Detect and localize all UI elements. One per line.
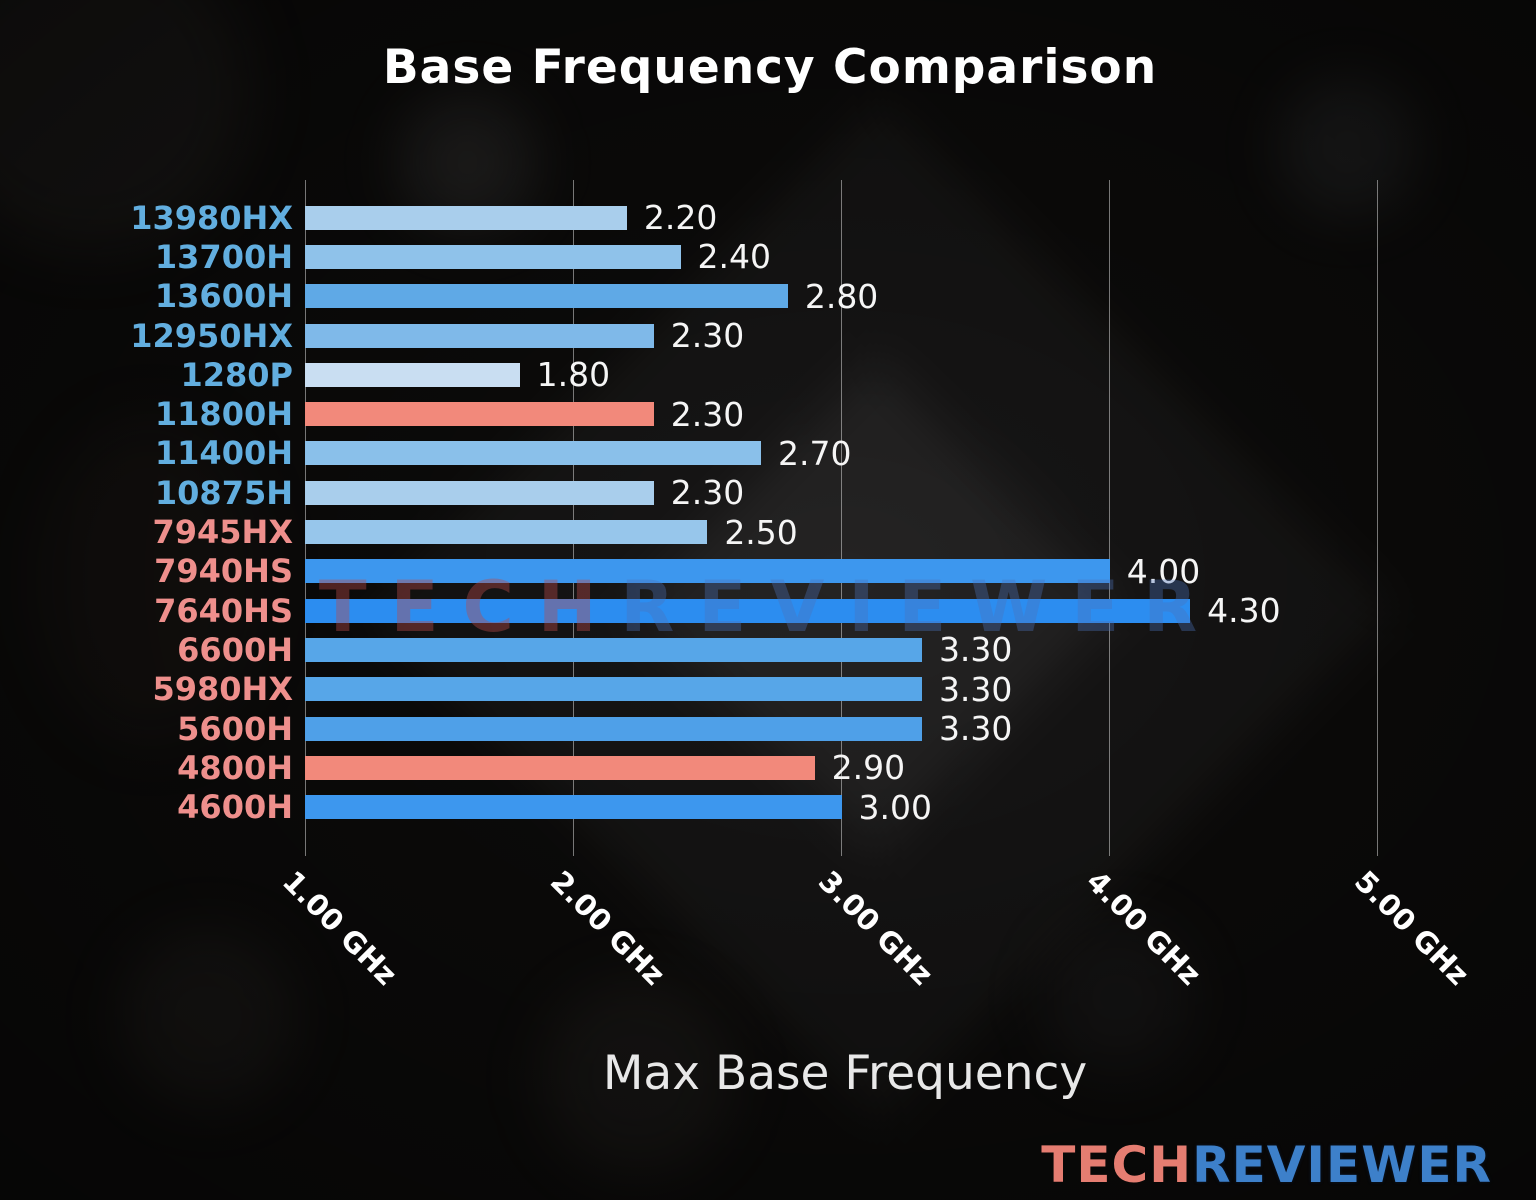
bar (305, 244, 681, 269)
value-label: 2.30 (670, 394, 745, 434)
category-label: 4600H (177, 788, 293, 827)
category-label: 10875H (154, 473, 293, 512)
value-label: 2.30 (670, 316, 745, 356)
gridline (305, 180, 306, 856)
bar-track: 2.70 (305, 434, 1496, 473)
bar-track: 2.40 (305, 237, 1496, 276)
value-label: 2.40 (697, 237, 771, 277)
bar (305, 795, 842, 820)
value-label: 3.30 (938, 669, 1013, 709)
category-label: 5600H (177, 709, 293, 748)
category-label: 1280P (180, 355, 293, 394)
bar-track: 3.00 (305, 787, 1496, 827)
bar-track: 2.50 (305, 512, 1496, 552)
value-label: 3.30 (938, 630, 1013, 670)
bar-track: 2.30 (305, 394, 1496, 434)
bar-track: 2.90 (305, 748, 1496, 787)
bar (305, 323, 654, 348)
x-axis-title: Max Base Frequency (602, 1046, 1088, 1101)
value-label: 2.50 (724, 512, 798, 552)
plot-area (305, 180, 1495, 856)
bar-track: 1.80 (305, 355, 1496, 394)
bar-track: 3.30 (305, 670, 1496, 709)
brand-logo: TECHREVIEWER (1041, 1136, 1492, 1194)
bar-row: 13980HX 2.20 (40, 198, 1496, 237)
bar-track: 2.20 (305, 198, 1496, 237)
bar-row: 1280P 1.80 (40, 355, 1496, 394)
category-label: 13980HX (130, 198, 293, 237)
category-label: 7640HS (154, 591, 293, 630)
category-label: 11800H (154, 395, 293, 434)
bar (305, 520, 708, 545)
bar (305, 716, 922, 741)
bar-row: 4600H 3.00 (40, 787, 1496, 827)
bar (305, 755, 815, 780)
brand-logo-tech: TECH (1041, 1136, 1193, 1194)
gridline (573, 180, 574, 856)
x-tick-label: 2.00 GHz (543, 864, 672, 992)
bar-row: 11400H 2.70 (40, 434, 1496, 473)
bar-track: 2.30 (305, 316, 1496, 355)
category-label: 13600H (154, 277, 293, 316)
x-tick-label: 4.00 GHz (1080, 864, 1208, 992)
bar-row: 7640HS 4.30 (40, 591, 1496, 630)
category-label: 5980HX (152, 670, 293, 709)
bar (305, 677, 922, 702)
category-label: 4800H (177, 748, 293, 787)
value-label: 2.70 (778, 433, 852, 473)
chart-title: Base Frequency Comparison (382, 40, 1158, 95)
value-label: 2.80 (804, 276, 879, 316)
bar (305, 637, 922, 662)
bar (305, 480, 654, 505)
brand-logo-reviewer: REVIEWER (1192, 1136, 1492, 1194)
bar-row: 13600H 2.80 (40, 277, 1496, 316)
bar (305, 598, 1191, 623)
gridline (1377, 180, 1379, 856)
bar (305, 441, 762, 466)
value-label: 4.30 (1207, 591, 1281, 631)
x-tick-label: 1.00 GHz (275, 864, 404, 992)
gridline (841, 180, 842, 856)
value-label: 2.30 (670, 473, 745, 513)
value-label: 4.00 (1126, 551, 1201, 591)
bar-row: 7940HS 4.00 (40, 552, 1496, 591)
bar (305, 362, 520, 387)
bar-row: 4800H 2.90 (40, 748, 1496, 787)
category-label: 12950HX (130, 316, 293, 355)
bar-row: 5980HX 3.30 (40, 670, 1496, 709)
gridline (1109, 180, 1111, 856)
value-label: 2.20 (643, 198, 718, 238)
bar (305, 284, 788, 309)
value-label: 2.90 (831, 748, 906, 788)
category-label: 13700H (154, 237, 293, 276)
bar-track: 2.30 (305, 473, 1496, 512)
bar-track: 4.30 (305, 591, 1496, 630)
bar-row: 5600H 3.30 (40, 709, 1496, 748)
bar-row: 7945HX 2.50 (40, 512, 1496, 552)
bar (305, 559, 1110, 584)
category-label: 6600H (177, 630, 293, 669)
category-label: 7945HX (152, 513, 293, 552)
value-label: 3.30 (938, 709, 1013, 748)
bar-track: 2.80 (305, 277, 1496, 316)
bar-row: 11800H 2.30 (40, 394, 1496, 434)
bar (305, 205, 627, 230)
bar-track: 3.30 (305, 630, 1496, 669)
bar-row: 6600H 3.30 (40, 630, 1496, 669)
bar-track: 4.00 (305, 552, 1496, 591)
x-tick-label: 3.00 GHz (811, 864, 940, 992)
value-label: 3.00 (858, 787, 933, 827)
value-label: 1.80 (536, 355, 611, 395)
bar-row: 13700H 2.40 (40, 237, 1496, 276)
category-label: 11400H (154, 434, 293, 473)
bar-row: 10875H 2.30 (40, 473, 1496, 512)
bar-row: 12950HX 2.30 (40, 316, 1496, 355)
bar (305, 402, 654, 427)
x-tick-label: 5.00 GHz (1348, 864, 1476, 992)
bar-rows: 13980HX 2.20 13700H 2.40 13600H 2.80 129… (40, 198, 1496, 827)
bar-track: 3.30 (305, 709, 1496, 748)
category-label: 7940HS (154, 552, 293, 591)
